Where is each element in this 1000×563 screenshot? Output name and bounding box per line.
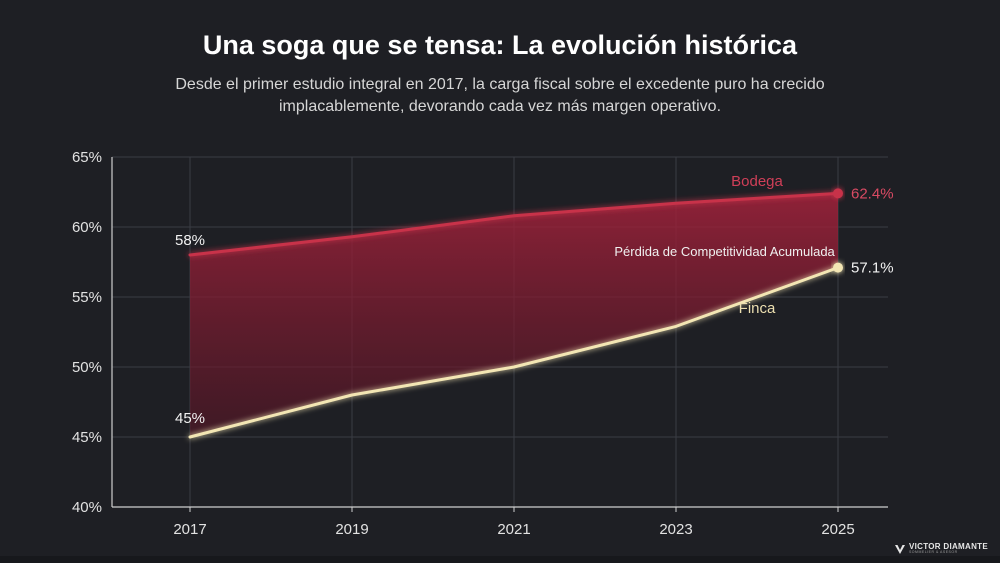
y-tick-label: 55%: [72, 289, 102, 306]
annotation-gap: Pérdida de Competitividad Acumulada: [614, 244, 835, 259]
y-tick-label: 50%: [72, 359, 102, 376]
data-label-bodega-end: 62.4%: [851, 185, 894, 202]
chart-title: Una soga que se tensa: La evolución hist…: [202, 30, 798, 60]
series-line-bodega: [188, 191, 840, 257]
series-name-bodega: Bodega: [731, 173, 783, 190]
axes: 40% 45% 50% 55% 60% 65% 2017 2019 2021 2023 2025: [72, 149, 888, 538]
brand-tagline: SOMMELIER & ASESOR: [908, 550, 958, 555]
brand-name: VICTOR DIAMANTE: [908, 542, 988, 552]
x-tick-label: 2025: [821, 521, 854, 538]
x-tick-label: 2023: [659, 521, 692, 538]
x-tick-label: 2017: [173, 521, 206, 538]
endpoint-marker-bodega: [833, 188, 843, 199]
x-tick-label: 2019: [335, 521, 368, 538]
data-label-bodega-start: 58%: [175, 232, 205, 249]
gap-area-fill: [190, 193, 838, 437]
brand-logo: VICTOR DIAMANTE SOMMELIER & ASESOR: [894, 543, 988, 555]
series-lines: [188, 188, 843, 439]
diamond-logo-icon: [894, 545, 905, 554]
data-label-finca-end: 57.1%: [851, 260, 894, 277]
y-tick-label: 65%: [72, 149, 102, 166]
y-tick-label: 60%: [72, 219, 102, 236]
y-tick-label: 45%: [72, 429, 102, 446]
endpoint-marker-finca: [833, 262, 843, 273]
series-line-finca: [188, 266, 840, 439]
data-labels: 58% 62.4% 45% 57.1% Bodega Finca Pérdida de Co…: [175, 173, 894, 427]
chart-subtitle: Desde el primer estudio integral en 2017…: [175, 76, 825, 115]
bottom-strip: [0, 556, 1000, 563]
y-tick-label: 40%: [72, 499, 102, 516]
series-name-finca: Finca: [739, 300, 776, 317]
x-tick-label: 2021: [497, 521, 530, 538]
data-label-finca-start: 45%: [175, 410, 205, 427]
competitiveness-gap-area: [190, 193, 838, 437]
